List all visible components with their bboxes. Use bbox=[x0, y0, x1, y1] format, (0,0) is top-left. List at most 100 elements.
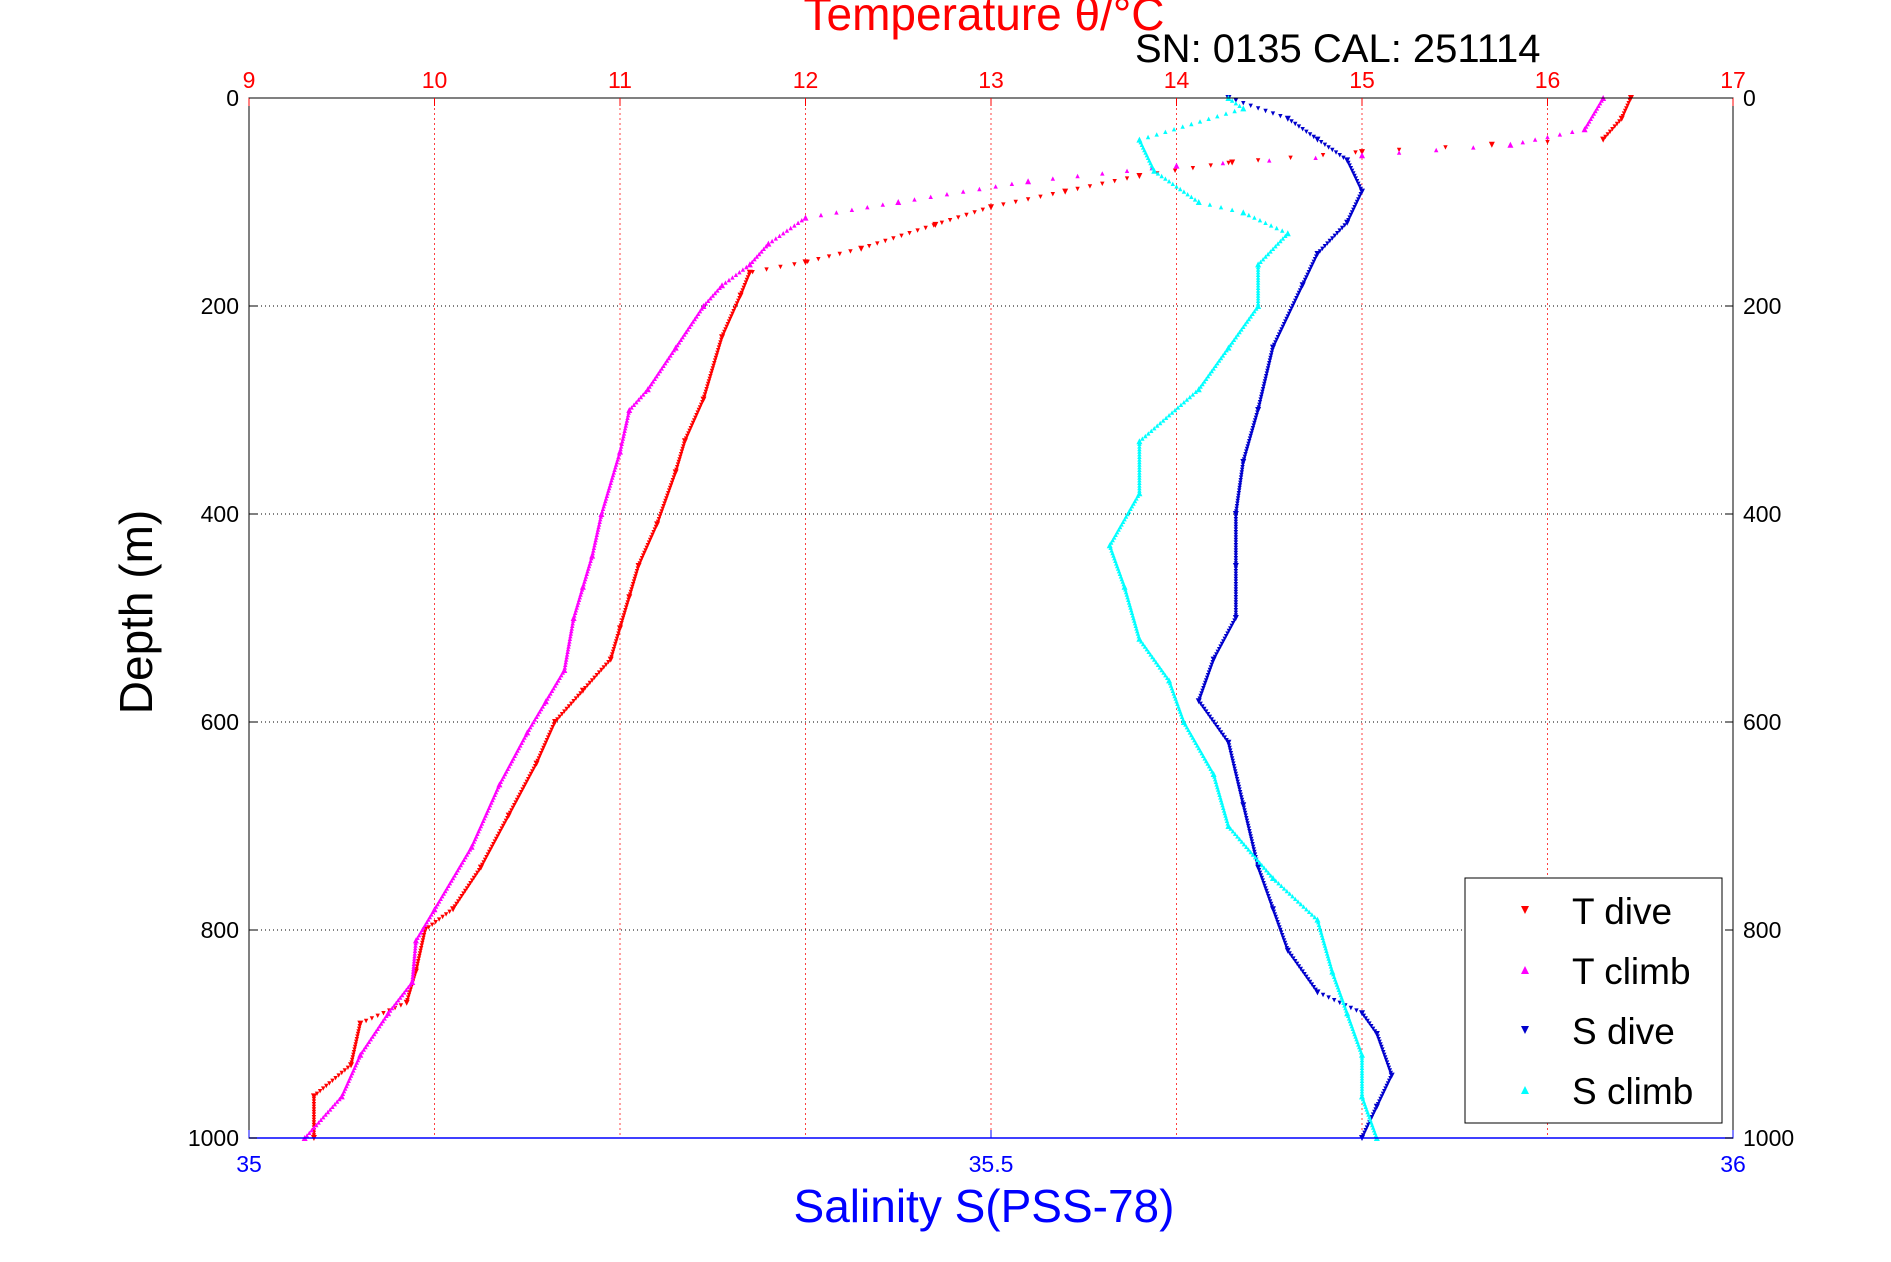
profile-marker bbox=[311, 1115, 317, 1120]
profile-marker bbox=[1241, 101, 1246, 106]
profile-marker bbox=[1233, 548, 1239, 553]
profile-marker bbox=[568, 634, 573, 639]
profile-marker bbox=[1205, 761, 1210, 766]
profile-marker bbox=[1160, 418, 1166, 423]
profile-marker bbox=[1619, 116, 1624, 121]
profile-marker bbox=[1255, 285, 1261, 290]
profile-marker bbox=[769, 238, 775, 244]
profile-marker bbox=[334, 1099, 340, 1104]
profile-marker bbox=[1208, 163, 1213, 168]
profile-marker bbox=[1212, 774, 1217, 779]
profile-marker bbox=[535, 758, 540, 764]
profile-marker bbox=[1591, 111, 1597, 116]
profile-marker bbox=[1230, 621, 1236, 626]
profile-marker bbox=[1137, 452, 1142, 457]
profile-marker bbox=[1198, 384, 1203, 389]
profile-marker bbox=[1174, 163, 1179, 168]
profile-marker bbox=[357, 1024, 362, 1029]
profile-marker bbox=[416, 956, 422, 961]
profile-marker bbox=[417, 953, 422, 959]
profile-marker bbox=[1283, 319, 1288, 324]
profile-marker bbox=[359, 1050, 365, 1055]
profile-marker bbox=[1255, 280, 1261, 285]
profile-marker bbox=[1352, 205, 1357, 210]
profile-marker bbox=[741, 285, 746, 290]
profile-marker bbox=[1307, 979, 1313, 985]
profile-marker bbox=[429, 912, 434, 917]
profile-marker bbox=[703, 389, 708, 394]
profile-marker bbox=[1545, 140, 1550, 145]
profile-marker bbox=[1383, 1057, 1389, 1063]
profile-marker bbox=[1597, 101, 1603, 106]
profile-marker bbox=[405, 998, 410, 1003]
profile-marker bbox=[618, 446, 623, 452]
profile-marker bbox=[461, 857, 467, 862]
profile-marker bbox=[1570, 129, 1575, 134]
profile-marker bbox=[1233, 558, 1239, 563]
profile-marker bbox=[1380, 1047, 1385, 1052]
profile-marker bbox=[1260, 257, 1266, 262]
profile-marker bbox=[1197, 119, 1203, 124]
profile-marker bbox=[1627, 98, 1633, 103]
profile-marker bbox=[1087, 184, 1093, 189]
profile-marker bbox=[1376, 1037, 1381, 1042]
profile-marker bbox=[495, 834, 500, 839]
profile-marker bbox=[1129, 610, 1135, 615]
profile-marker bbox=[1229, 98, 1235, 103]
profile-marker bbox=[493, 836, 499, 842]
profile-marker bbox=[617, 626, 623, 631]
profile-marker bbox=[1120, 519, 1126, 524]
profile-marker bbox=[907, 231, 912, 236]
profile-marker bbox=[323, 1112, 328, 1117]
profile-marker bbox=[1347, 163, 1352, 168]
profile-marker bbox=[1287, 951, 1292, 956]
profile-marker bbox=[699, 306, 704, 311]
profile-marker bbox=[610, 652, 615, 657]
profile-marker bbox=[507, 810, 513, 816]
profile-marker bbox=[461, 891, 466, 896]
profile-marker bbox=[324, 1083, 329, 1089]
profile-marker bbox=[1233, 522, 1239, 527]
profile-marker bbox=[656, 371, 661, 376]
profile-marker bbox=[1287, 891, 1292, 896]
profile-marker bbox=[1359, 1068, 1365, 1073]
profile-marker bbox=[1132, 618, 1137, 623]
profile-marker bbox=[624, 420, 629, 426]
profile-marker bbox=[567, 639, 572, 644]
profile-marker bbox=[1013, 199, 1018, 205]
profile-marker bbox=[1311, 134, 1316, 140]
profile-marker bbox=[1218, 205, 1224, 210]
profile-marker bbox=[639, 556, 645, 561]
profile-marker bbox=[349, 1060, 354, 1065]
profile-marker bbox=[1582, 127, 1587, 132]
profile-marker bbox=[482, 857, 488, 862]
profile-marker bbox=[1289, 953, 1294, 959]
profile-marker bbox=[1359, 1073, 1365, 1078]
profile-marker bbox=[354, 1037, 360, 1042]
profile-marker bbox=[620, 618, 625, 623]
profile-marker bbox=[1128, 605, 1133, 610]
profile-marker bbox=[746, 272, 752, 277]
profile-marker bbox=[1219, 800, 1224, 805]
profile-marker bbox=[622, 610, 627, 615]
profile-marker bbox=[1385, 1081, 1391, 1086]
profile-marker bbox=[1131, 615, 1136, 621]
profile-marker bbox=[613, 641, 618, 647]
profile-marker bbox=[690, 319, 696, 324]
depth-tick-label-left: 1000 bbox=[188, 1125, 239, 1151]
profile-marker bbox=[733, 272, 739, 277]
profile-marker bbox=[339, 1094, 344, 1099]
profile-marker bbox=[627, 407, 632, 413]
profile-marker bbox=[778, 264, 783, 270]
profile-marker bbox=[678, 452, 684, 457]
profile-marker bbox=[612, 644, 617, 649]
profile-marker bbox=[562, 709, 567, 714]
profile-marker bbox=[419, 943, 424, 948]
profile-marker bbox=[487, 849, 492, 855]
profile-marker bbox=[1278, 238, 1283, 244]
profile-marker bbox=[1247, 436, 1253, 441]
profile-marker bbox=[659, 366, 664, 371]
profile-marker bbox=[355, 1031, 361, 1037]
profile-marker bbox=[1351, 171, 1356, 176]
profile-marker bbox=[724, 324, 729, 329]
